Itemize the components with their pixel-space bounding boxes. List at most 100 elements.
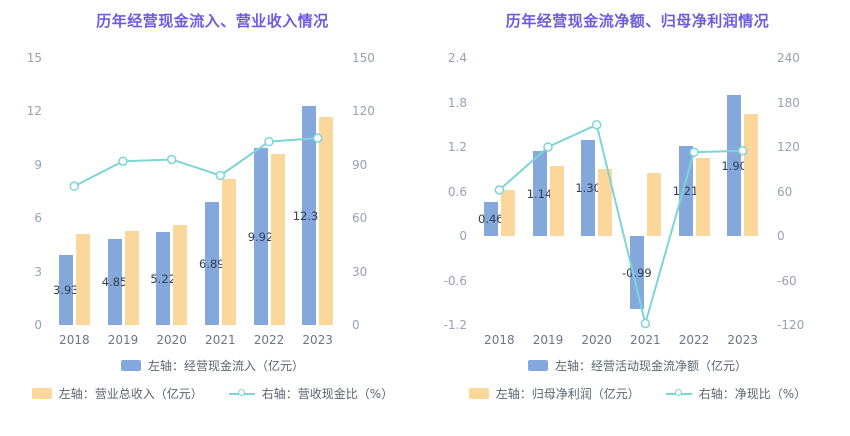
legend-label: 右轴：净现比（%） xyxy=(698,386,807,401)
left-axis-tick-label: 6 xyxy=(34,211,42,226)
line-point xyxy=(543,142,553,152)
legend-line-marker-icon xyxy=(665,388,692,399)
legend: 左轴：经营活动现金流净额（亿元） 左轴：归母净利润（亿元） 右轴：净现比（%） xyxy=(425,354,850,404)
left-axis-tick-label: 9 xyxy=(34,157,42,172)
bar-value-label: 1.90 xyxy=(721,158,747,173)
legend-label: 左轴：经营活动现金流净额（亿元） xyxy=(554,358,747,373)
legend-swatch-orange-bar xyxy=(468,387,489,399)
bar-value-label: 3.93 xyxy=(53,283,79,298)
right-axis-tick-label: 30 xyxy=(352,264,368,279)
left-axis-tick-label: 15 xyxy=(26,51,42,65)
left-axis-tick-label: 0.6 xyxy=(447,184,467,199)
legend-swatch-blue-bar xyxy=(120,359,141,371)
left-axis-tick-label: 12 xyxy=(26,104,42,119)
bar-blue xyxy=(483,201,498,236)
x-axis-year-label: 2023 xyxy=(727,333,758,347)
left-axis-tick-label: 3 xyxy=(34,264,42,279)
legend-item-net-profit[interactable]: 左轴：归母净利润（亿元） xyxy=(468,385,640,402)
bar-orange xyxy=(646,172,661,236)
line-point xyxy=(166,154,177,165)
chart-cash-inflow-revenue: 历年经营现金流入、营业收入情况 左轴：经营现金流入（亿元） 左轴：营业总收入（亿… xyxy=(0,12,425,404)
x-axis-year-label: 2018 xyxy=(59,333,90,347)
legend-label: 左轴：经营现金流入（亿元） xyxy=(147,358,304,373)
legend-item-net-operating-cashflow[interactable]: 左轴：经营活动现金流净额（亿元） xyxy=(527,357,747,374)
bar-orange xyxy=(173,225,188,325)
legend-row: 左轴：经营活动现金流净额（亿元） xyxy=(425,354,850,376)
bar-blue xyxy=(204,202,219,325)
right-axis-tick-label: 180 xyxy=(777,95,800,110)
line-point xyxy=(118,156,128,166)
bar-blue xyxy=(253,148,268,325)
line-point xyxy=(591,120,602,130)
bar-value-label: 5.22 xyxy=(150,271,176,286)
chart-title: 历年经营现金流入、营业收入情况 xyxy=(96,12,329,30)
right-axis-tick-label: 0 xyxy=(777,229,785,243)
bar-blue xyxy=(156,232,171,325)
bar-orange xyxy=(500,190,515,236)
bar-value-label: 12.30 xyxy=(292,208,326,223)
x-axis-year-label: 2020 xyxy=(156,333,187,347)
x-axis-year-label: 2021 xyxy=(205,333,236,347)
legend-label: 左轴：归母净利润（亿元） xyxy=(495,386,640,401)
legend: 左轴：经营现金流入（亿元） 左轴：营业总收入（亿元） 右轴：营收现金比（%） xyxy=(0,354,425,404)
bar-value-label: 4.85 xyxy=(101,274,128,289)
left-axis-tick-label: 0 xyxy=(459,229,467,243)
legend-line-marker-icon xyxy=(228,388,255,399)
x-axis-year-label: 2021 xyxy=(630,333,661,347)
bar-value-label: 1.14 xyxy=(526,186,553,201)
legend-row: 左轴：经营现金流入（亿元） xyxy=(0,354,425,376)
bar-value-label: 9.92 xyxy=(247,229,274,244)
legend-item-cash-inflow[interactable]: 左轴：经营现金流入（亿元） xyxy=(120,357,304,374)
legend-item-total-revenue[interactable]: 左轴：营业总收入（亿元） xyxy=(31,385,203,402)
left-axis-tick-label: 1.2 xyxy=(447,140,467,154)
right-axis-tick-label: 150 xyxy=(352,51,375,65)
x-axis-year-label: 2019 xyxy=(532,333,564,347)
legend-label: 左轴：营业总收入（亿元） xyxy=(58,386,203,401)
bar-value-label: 1.21 xyxy=(672,184,699,199)
chart-title: 历年经营现金流净额、归母净利润情况 xyxy=(505,12,770,30)
bar-value-label: 6.89 xyxy=(199,256,225,271)
left-axis-tick-label: -0.6 xyxy=(443,273,467,288)
legend-row: 左轴：归母净利润（亿元） 右轴：净现比（%） xyxy=(425,382,850,404)
bar-orange xyxy=(221,179,236,325)
legend-swatch-blue-bar xyxy=(527,359,548,371)
bar-value-label: 0.46 xyxy=(478,211,504,226)
right-axis-tick-label: 60 xyxy=(352,211,368,226)
right-axis-tick-label: 0 xyxy=(352,318,360,332)
legend-row: 左轴：营业总收入（亿元） 右轴：营收现金比（%） xyxy=(0,382,425,404)
line-point xyxy=(69,181,80,191)
chart-net-cashflow-profit: 历年经营现金流净额、归母净利润情况 左轴：经营活动现金流净额（亿元） 左轴：归母… xyxy=(425,0,850,436)
right-axis-tick-label: -60 xyxy=(777,273,797,288)
legend-swatch-orange-bar xyxy=(31,387,52,399)
bar-value-label: 1.30 xyxy=(575,180,601,195)
bar-orange xyxy=(124,230,139,325)
bar-orange xyxy=(270,154,285,325)
x-axis-year-label: 2020 xyxy=(581,333,612,347)
bar-blue xyxy=(58,255,73,325)
bar-orange xyxy=(75,234,90,325)
legend-label: 右轴：营收现金比（%） xyxy=(261,386,394,401)
legend-item-revenue-cash-ratio[interactable]: 右轴：营收现金比（%） xyxy=(228,385,394,402)
bar-orange xyxy=(549,165,564,236)
bar-orange xyxy=(598,169,613,236)
x-axis-year-label: 2022 xyxy=(253,333,285,347)
left-axis-tick-label: 0 xyxy=(34,318,42,332)
left-axis-tick-label: 1.8 xyxy=(447,95,467,110)
bar-orange xyxy=(695,158,710,236)
bar-value-label: -0.99 xyxy=(621,265,652,280)
line-point xyxy=(264,136,274,147)
x-axis-year-label: 2022 xyxy=(678,333,710,347)
left-axis-tick-label: 2.4 xyxy=(447,51,467,65)
legend-item-net-cash-ratio[interactable]: 右轴：净现比（%） xyxy=(665,385,807,402)
right-axis-tick-label: 90 xyxy=(352,157,368,172)
right-axis-tick-label: -120 xyxy=(777,318,805,332)
bar-orange xyxy=(319,116,334,325)
right-axis-tick-label: 120 xyxy=(777,140,800,154)
left-axis-tick-label: -1.2 xyxy=(443,318,467,332)
bar-orange xyxy=(744,113,759,236)
bar-blue xyxy=(107,238,122,325)
right-axis-tick-label: 120 xyxy=(352,104,375,119)
x-axis-year-label: 2018 xyxy=(484,333,515,347)
x-axis-year-label: 2019 xyxy=(107,333,139,347)
